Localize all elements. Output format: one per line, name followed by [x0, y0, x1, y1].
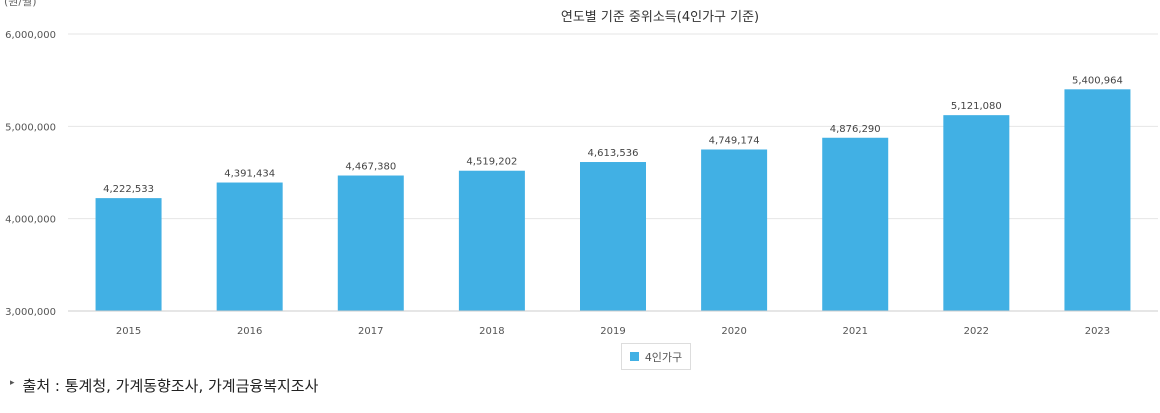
- y-tick-label: 4,000,000: [5, 215, 56, 226]
- legend-label: 4인가구: [644, 350, 683, 364]
- x-tick-label-2018: 2018: [479, 326, 504, 337]
- x-tick-label-2019: 2019: [600, 326, 625, 337]
- bar-2017[interactable]: [337, 175, 404, 311]
- x-tick-label-2017: 2017: [358, 326, 383, 337]
- x-tick-label-2021: 2021: [842, 326, 867, 337]
- x-tick-label-2023: 2023: [1085, 326, 1110, 337]
- data-label-2017: 4,467,380: [345, 162, 396, 173]
- unit-label: (원/월): [4, 0, 37, 8]
- data-label-2015: 4,222,533: [103, 184, 154, 195]
- bar-2023[interactable]: [1064, 89, 1131, 311]
- bars: [95, 89, 1131, 311]
- bar-2018[interactable]: [458, 170, 525, 311]
- data-label-2019: 4,613,536: [588, 148, 639, 159]
- data-label-2018: 4,519,202: [466, 157, 517, 168]
- bar-2020[interactable]: [701, 149, 768, 311]
- bullet-icon: ▸: [10, 377, 15, 388]
- data-label-2022: 5,121,080: [951, 101, 1002, 112]
- x-tick-label-2022: 2022: [964, 326, 989, 337]
- bar-2015[interactable]: [95, 198, 162, 311]
- y-tick-label: 6,000,000: [5, 30, 56, 41]
- bar-chart: 연도별 기준 중위소득(4인가구 기준) 3,000,000 4,000,000 5…: [5, 10, 1158, 337]
- data-label-2020: 4,749,174: [709, 135, 760, 146]
- legend-swatch: [629, 352, 639, 361]
- source-note: ▸ 출처 : 통계청, 가계동향조사, 가계금융복지조사: [10, 375, 318, 396]
- data-label-2021: 4,876,290: [830, 124, 881, 135]
- bar-2022[interactable]: [943, 115, 1010, 311]
- bar-2021[interactable]: [822, 137, 889, 311]
- data-labels: 4,222,533 4,391,434 4,467,380 4,519,202 4,61…: [103, 75, 1123, 195]
- y-tick-label: 5,000,000: [5, 122, 56, 133]
- x-axis-ticks: 2015 2016 2017 2018 2019 2020 2021 2022 2023: [116, 326, 1110, 337]
- x-tick-label-2016: 2016: [237, 326, 262, 337]
- source-text: 출처 : 통계청, 가계동향조사, 가계금융복지조사: [22, 377, 319, 395]
- y-axis-ticks: 3,000,000 4,000,000 5,000,000 6,000,000: [5, 30, 56, 318]
- data-label-2016: 4,391,434: [224, 169, 275, 180]
- data-label-2023: 5,400,964: [1072, 75, 1123, 86]
- x-tick-label-2015: 2015: [116, 326, 141, 337]
- y-tick-label: 3,000,000: [5, 307, 56, 318]
- bar-2016[interactable]: [216, 182, 283, 311]
- bar-2019[interactable]: [580, 162, 646, 311]
- legend[interactable]: 4인가구: [621, 343, 691, 370]
- chart-title: 연도별 기준 중위소득(4인가구 기준): [561, 10, 759, 25]
- x-tick-label-2020: 2020: [721, 326, 746, 337]
